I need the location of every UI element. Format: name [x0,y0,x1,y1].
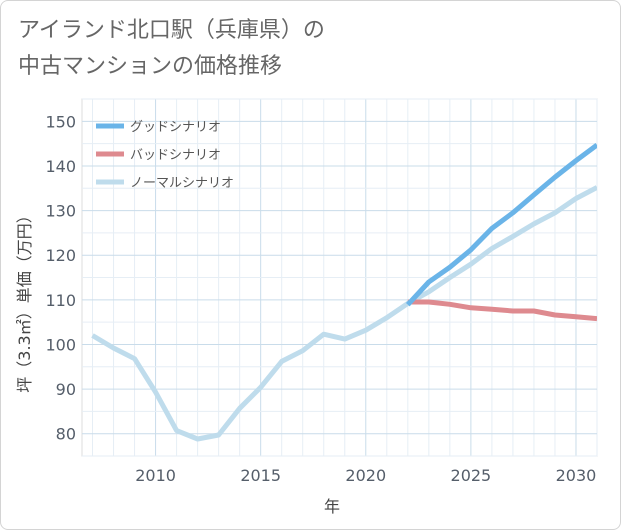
chart-title-line-2: 中古マンションの価格推移 [18,54,283,79]
x-tick-label: 2030 [556,466,597,485]
legend-label: バッドシナリオ [130,148,221,163]
legend-label: ノーマルシナリオ [130,176,234,191]
chart-title-line-1: アイランド北口駅（兵庫県）の [18,18,325,43]
legend-good-scenario[interactable]: グッドシナリオ [96,120,221,135]
series-lines [91,142,597,442]
y-tick-label: 140 [45,157,76,176]
x-tick-label: 2010 [135,466,176,485]
y-axis-ticks: 80 90 100 110 120 130 140 150 [45,112,76,443]
legend-label: グッドシナリオ [130,120,221,135]
chart-title: アイランド北口駅（兵庫県）の 中古マンションの価格推移 [18,13,325,85]
x-tick-label: 2020 [345,466,386,485]
good-scenario-line [405,142,597,307]
legend-normal-scenario[interactable]: ノーマルシナリオ [96,176,234,191]
x-axis-label: 年 [324,497,340,516]
y-tick-label: 130 [45,202,76,221]
x-axis-ticks: 2010 2015 2020 2025 2030 [135,466,596,485]
y-tick-label: 90 [56,380,76,399]
y-tick-label: 150 [45,112,76,131]
x-tick-label: 2025 [451,466,492,485]
x-tick-label: 2015 [240,466,281,485]
y-axis-label: 坪（3.3㎡）単価（万円） [15,207,34,392]
normal-scenario-line [91,185,597,442]
bad-scenario-line [407,299,597,322]
y-tick-label: 100 [45,335,76,354]
y-tick-label: 110 [45,291,76,310]
y-tick-label: 120 [45,246,76,265]
legend-bad-scenario[interactable]: バッドシナリオ [96,148,221,163]
y-tick-label: 80 [56,425,76,444]
